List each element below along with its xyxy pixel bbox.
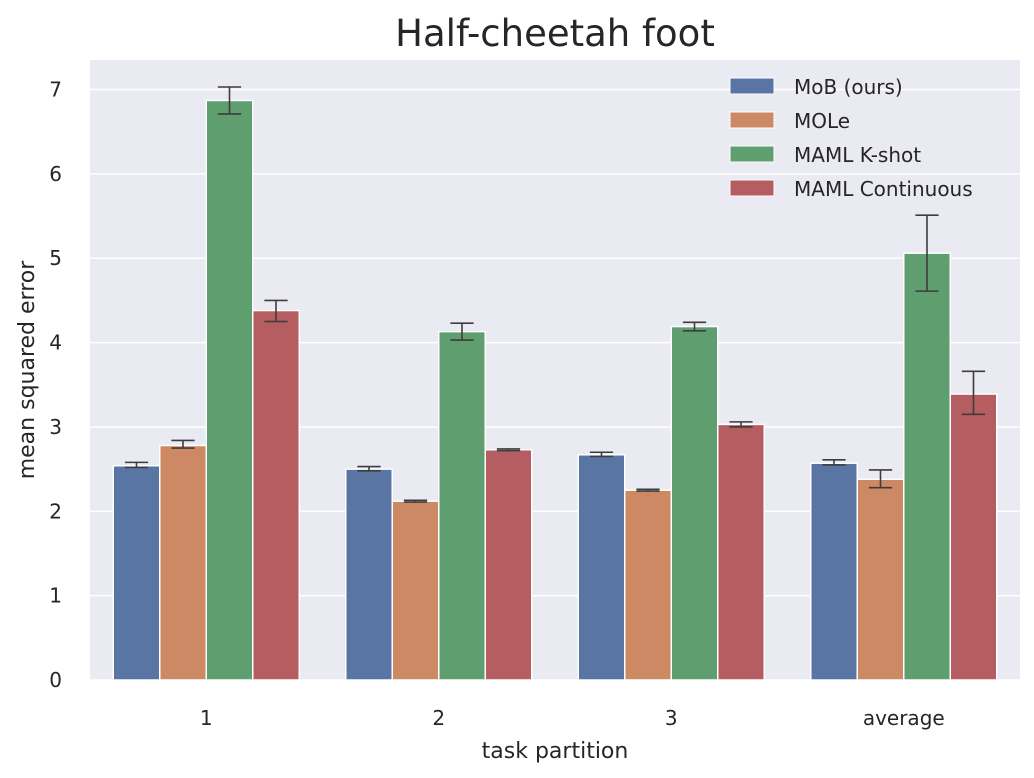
y-tick-label: 0 — [49, 668, 62, 692]
bar — [345, 468, 393, 681]
x-tick-labels: 1 2 3 average — [200, 706, 945, 730]
y-axis-label: mean squared error — [15, 260, 40, 480]
legend-label: MAML K-shot — [794, 143, 921, 167]
bars — [112, 99, 998, 681]
bar — [391, 500, 440, 681]
y-tick-label: 6 — [49, 162, 62, 186]
x-axis-label: task partition — [482, 739, 629, 764]
legend-swatch — [729, 145, 775, 163]
error-bar — [124, 461, 149, 469]
y-tick-label: 3 — [49, 415, 62, 439]
bar — [577, 454, 626, 681]
x-tick-label: 2 — [432, 706, 445, 730]
error-bar — [264, 299, 288, 323]
error-bar — [496, 448, 521, 452]
error-bars — [124, 86, 986, 503]
legend-label: MoB (ours) — [794, 75, 903, 99]
y-tick-label: 2 — [49, 499, 62, 523]
error-bar — [171, 439, 195, 449]
error-bar — [450, 322, 474, 341]
error-bar — [589, 451, 614, 458]
error-bar — [868, 469, 893, 489]
legend-swatch — [729, 179, 775, 197]
error-bar — [403, 499, 428, 503]
x-tick-label: 3 — [665, 706, 678, 730]
x-tick-label: average — [863, 706, 945, 730]
legend-label: MOLe — [794, 109, 850, 133]
error-bar — [961, 370, 986, 416]
error-bar — [822, 459, 846, 466]
y-tick-labels: 0 1 2 3 4 5 6 7 — [49, 78, 62, 692]
bar — [438, 330, 486, 681]
bar — [856, 478, 905, 681]
error-bar — [357, 465, 381, 472]
legend-swatch — [729, 77, 775, 95]
legend: MoB (ours) MOLe MAML K-shot MAML Continuous — [729, 75, 973, 201]
y-tick-label: 5 — [49, 246, 62, 270]
bar — [252, 309, 300, 681]
bar — [903, 252, 951, 681]
error-bar — [217, 86, 242, 115]
bar — [810, 462, 858, 681]
x-tick-label: 1 — [200, 706, 213, 730]
bar — [670, 325, 719, 681]
bar — [624, 489, 672, 681]
error-bar — [682, 321, 707, 332]
legend-label: MAML Continuous — [794, 177, 973, 201]
bar — [717, 423, 765, 681]
error-bar — [636, 488, 660, 492]
error-bar — [729, 421, 753, 428]
bar — [949, 393, 998, 681]
chart-title: Half-cheetah foot — [395, 12, 715, 55]
bar — [205, 99, 254, 681]
bar — [112, 464, 161, 681]
y-tick-label: 7 — [49, 78, 62, 102]
bar — [484, 448, 533, 681]
legend-swatch — [729, 111, 775, 129]
bar — [159, 444, 207, 681]
error-bar — [915, 214, 939, 292]
y-tick-label: 1 — [49, 584, 62, 608]
y-tick-label: 4 — [49, 331, 62, 355]
